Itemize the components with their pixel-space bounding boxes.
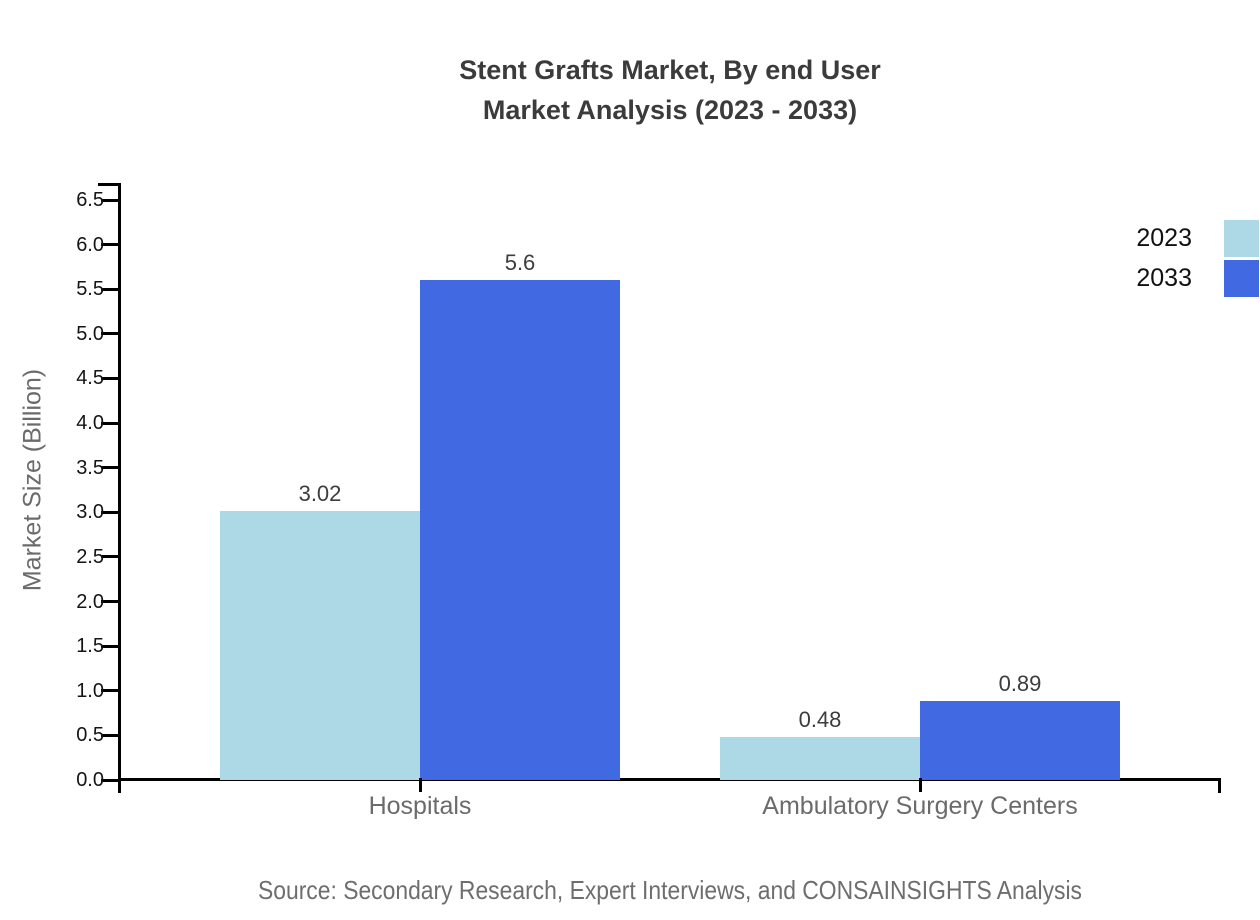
y-tick-label: 0.0: [76, 769, 104, 791]
bar: [220, 510, 420, 780]
y-tick: [101, 466, 118, 470]
category-label: Ambulatory Surgery Centers: [762, 792, 1078, 820]
y-tick: [101, 376, 118, 380]
y-tick: [101, 287, 118, 291]
y-tick: [101, 689, 118, 693]
bar: [420, 280, 620, 780]
chart-title: Stent Grafts Market, By end User Market …: [120, 50, 1220, 130]
bar-value-label: 5.6: [504, 250, 536, 276]
y-tick-label: 1.0: [76, 679, 104, 702]
y-tick-label: 3.5: [76, 456, 104, 479]
bar-value-label: 0.89: [998, 670, 1042, 696]
y-tick-label: 5.0: [76, 322, 104, 345]
y-tick-label: 6.0: [76, 233, 104, 256]
y-tick-label: 4.0: [76, 412, 104, 435]
category-label: Hospitals: [368, 792, 472, 820]
bar-value-label: 0.48: [798, 707, 842, 733]
source-note: Source: Secondary Research, Expert Inter…: [257, 875, 1083, 905]
y-tick-label: 4.5: [76, 367, 104, 390]
chart-title-line1: Stent Grafts Market, By end User: [459, 55, 881, 85]
bar: [920, 700, 1120, 780]
y-tick: [101, 600, 118, 604]
x-tick: [418, 778, 422, 792]
y-tick: [101, 778, 118, 782]
y-tick: [101, 733, 118, 737]
legend-swatch: [1224, 220, 1259, 257]
x-tick: [918, 778, 922, 792]
legend-swatch: [1224, 260, 1259, 297]
legend-label: 2023: [1136, 224, 1192, 252]
chart-title-line2: Market Analysis (2023 - 2033): [482, 95, 858, 125]
y-tick: [101, 421, 118, 425]
y-axis-top-cap: [98, 183, 118, 186]
y-tick: [101, 510, 118, 514]
y-tick: [101, 198, 118, 202]
y-tick: [101, 332, 118, 336]
y-tick-label: 0.5: [76, 724, 104, 747]
y-tick-label: 3.0: [76, 501, 104, 524]
y-axis-line: [118, 183, 121, 793]
y-tick: [101, 644, 118, 648]
legend-label: 2033: [1136, 264, 1192, 292]
y-tick-label: 6.5: [76, 189, 104, 211]
y-tick-label: 2.5: [76, 545, 104, 568]
y-tick: [101, 243, 118, 247]
y-tick-label: 1.5: [76, 635, 104, 658]
bar-value-label: 3.02: [298, 480, 342, 506]
bar: [720, 737, 920, 780]
y-tick-label: 5.5: [76, 278, 104, 301]
y-tick-label: 2.0: [76, 590, 104, 613]
x-axis-line: [118, 778, 1221, 781]
y-tick: [101, 555, 118, 559]
x-axis-end-cap: [1218, 778, 1221, 793]
